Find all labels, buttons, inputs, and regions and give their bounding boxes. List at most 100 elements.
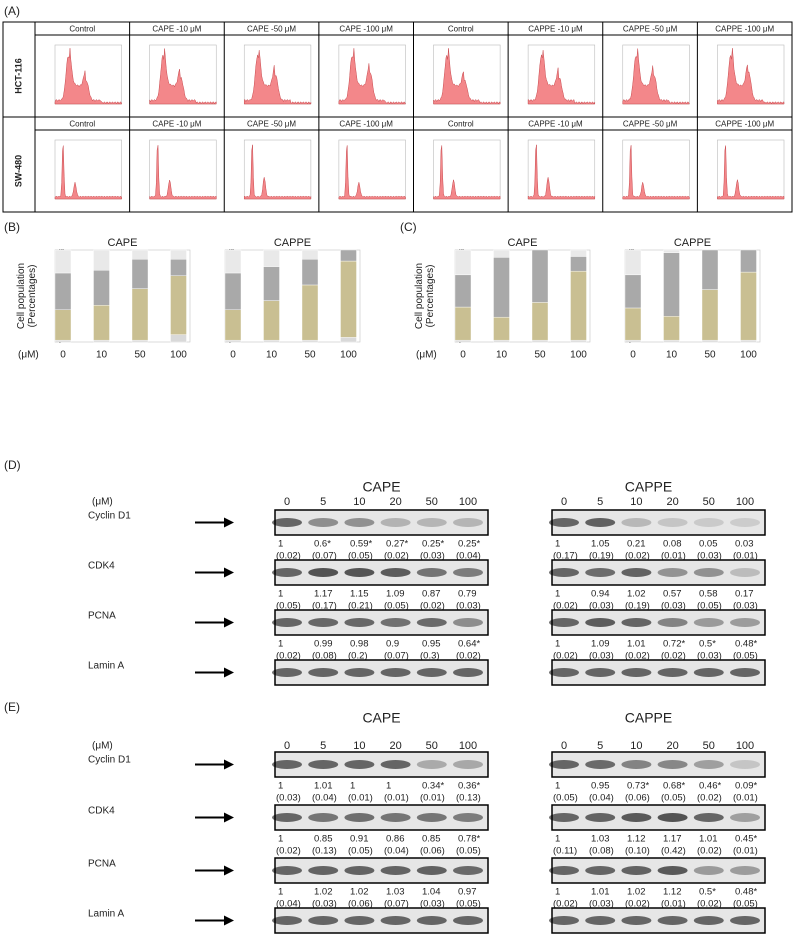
quant-error: (0.05) xyxy=(661,793,686,804)
quant-value: 0.34* xyxy=(422,781,444,792)
histogram-frame xyxy=(338,139,406,200)
quant-value: 0.85 xyxy=(314,834,333,845)
quant-value: 0.58 xyxy=(699,589,718,600)
band xyxy=(621,760,652,769)
dose-label: 0 xyxy=(284,496,290,508)
group-title: CAPPE xyxy=(625,479,672,495)
bar-segment xyxy=(624,307,642,341)
band xyxy=(272,916,302,925)
bar-segment xyxy=(454,274,472,308)
band xyxy=(416,668,447,677)
quant-value: 0.48* xyxy=(735,887,757,898)
quant-value: 1.01 xyxy=(314,781,333,792)
band xyxy=(657,518,688,527)
band xyxy=(344,916,375,925)
band xyxy=(308,568,339,577)
chart-frame xyxy=(54,249,191,343)
quant-value: 0.5* xyxy=(699,639,716,650)
quant-value: 1.01 xyxy=(591,887,610,898)
bar-segment xyxy=(54,272,72,310)
band xyxy=(344,760,375,769)
histogram xyxy=(243,144,312,200)
quant-error: (0.05) xyxy=(456,899,481,910)
bar-segment xyxy=(454,306,472,341)
bar-segment xyxy=(340,337,357,343)
y-tick-label: 100 xyxy=(59,248,64,252)
quant-error: (0.10) xyxy=(625,846,650,857)
band xyxy=(272,568,302,577)
band xyxy=(344,813,375,822)
x-tick-label: 100 xyxy=(170,350,187,361)
histogram xyxy=(717,48,785,105)
column-label: CAPE -100 μM xyxy=(339,120,393,129)
column-label: CAPE -100 μM xyxy=(339,25,393,34)
quant-error: (0.07) xyxy=(384,899,409,910)
bar-segment xyxy=(701,249,719,290)
band xyxy=(585,668,616,677)
band xyxy=(380,916,411,925)
quant-value: 0.95 xyxy=(422,639,441,650)
quant-error: (0.02) xyxy=(456,651,481,662)
x-tick-label: 10 xyxy=(266,350,278,361)
dose-label: 5 xyxy=(320,740,326,752)
histogram-frame xyxy=(433,139,501,200)
quant-value: 0.17 xyxy=(735,589,754,600)
row-label: SW-480 xyxy=(13,155,23,187)
band xyxy=(453,518,483,527)
column-label: CAPE -50 μM xyxy=(247,25,296,34)
bar-segment xyxy=(301,339,319,343)
quant-value: 0.36* xyxy=(458,781,480,792)
band xyxy=(693,668,724,677)
quant-value: 0.78* xyxy=(458,834,480,845)
band xyxy=(380,668,411,677)
arrow-head xyxy=(224,759,234,770)
quant-error: (0.02) xyxy=(553,651,578,662)
quant-error: (0.04) xyxy=(456,551,481,562)
band xyxy=(585,866,616,875)
histogram-frame xyxy=(243,139,312,200)
arrow-head xyxy=(224,812,234,823)
quant-error: (0.05) xyxy=(733,651,758,662)
band xyxy=(380,618,411,627)
protein-label: Cyclin D1 xyxy=(88,755,131,766)
quant-error: (0.01) xyxy=(733,846,758,857)
bar-segment xyxy=(224,249,242,274)
column-label: CAPPE -50 μM xyxy=(623,25,678,34)
band xyxy=(657,916,688,925)
protein-label: Cyclin D1 xyxy=(88,511,131,522)
bar-segment xyxy=(224,272,242,310)
arrow-head xyxy=(224,617,234,628)
band xyxy=(308,916,339,925)
bar-segment xyxy=(131,339,149,343)
band xyxy=(308,813,339,822)
bar-segment xyxy=(224,339,242,343)
quant-value: 1 xyxy=(555,887,560,898)
bar-segment xyxy=(224,309,242,341)
quant-value: 0.99 xyxy=(314,639,333,650)
bar-segment xyxy=(170,259,187,276)
bar-segment xyxy=(131,288,149,341)
dose-label: 0 xyxy=(561,740,567,752)
arrow-head xyxy=(224,865,234,876)
unit-label: (μM) xyxy=(92,497,113,508)
column-label: CAPPE -100 μM xyxy=(715,25,774,34)
dose-label: 100 xyxy=(459,496,477,508)
bar-segment xyxy=(54,309,72,341)
quant-error: (0.03) xyxy=(420,551,445,562)
column-label: CAPPE -50 μM xyxy=(623,120,678,129)
quant-value: 1 xyxy=(278,781,283,792)
quant-error: (0.21) xyxy=(348,601,373,612)
quant-value: 0.48* xyxy=(735,639,757,650)
band xyxy=(657,760,688,769)
quant-error: (0.02) xyxy=(697,899,722,910)
band xyxy=(657,668,688,677)
band xyxy=(730,760,760,769)
quant-error: (0.04) xyxy=(276,899,301,910)
bar-segment xyxy=(570,256,587,272)
quant-error: (0.13) xyxy=(456,793,481,804)
quant-error: (0.07) xyxy=(384,651,409,662)
band xyxy=(380,866,411,875)
histogram xyxy=(149,48,217,105)
quant-error: (0.05) xyxy=(553,793,578,804)
